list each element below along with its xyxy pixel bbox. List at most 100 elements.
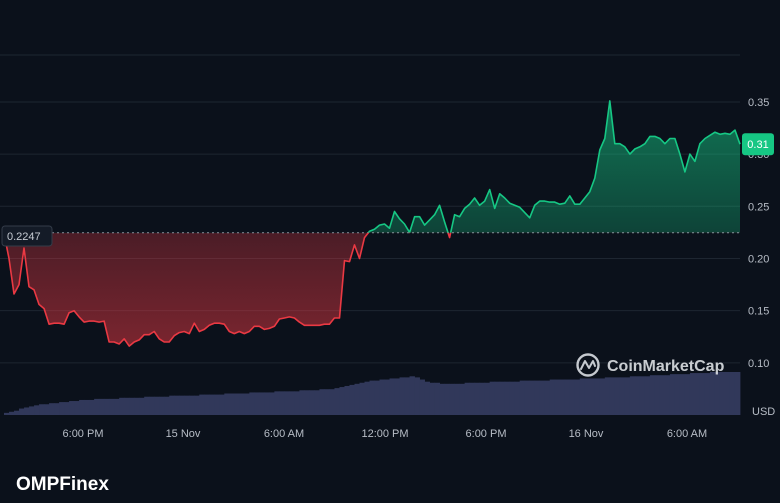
volume-bar <box>134 397 140 415</box>
volume-bar <box>379 379 385 415</box>
volume-bar <box>224 393 230 415</box>
volume-bar <box>409 376 415 415</box>
volume-bar <box>79 399 85 415</box>
x-tick-label: 6:00 PM <box>466 428 507 440</box>
volume-bar <box>359 382 365 415</box>
volume-bar <box>219 394 225 415</box>
volume-bar <box>669 374 676 415</box>
volume-bar <box>389 378 395 415</box>
volume-bar <box>114 398 120 415</box>
volume-bar <box>679 374 686 415</box>
volume-bar <box>719 372 726 415</box>
volume-bar <box>664 375 671 415</box>
volume-bar <box>34 405 40 415</box>
volume-bar <box>649 375 656 415</box>
volume-bar <box>229 393 235 415</box>
volume-bar <box>349 384 355 415</box>
volume-bar <box>289 391 295 415</box>
volume-bar <box>404 377 410 415</box>
price-line-down <box>3 232 452 347</box>
volume-bar <box>164 396 170 415</box>
volume-bar <box>394 378 400 415</box>
volume-bar <box>234 393 240 415</box>
volume-bar <box>259 392 265 415</box>
volume-bar <box>374 380 380 415</box>
volume-bar <box>499 381 506 415</box>
volume-bar <box>139 397 145 415</box>
volume-bar <box>214 394 220 415</box>
volume-bar <box>414 377 420 415</box>
volume-bar <box>119 397 125 415</box>
volume-bar <box>464 382 471 415</box>
volume-bar <box>279 391 285 415</box>
volume-bar <box>209 394 215 415</box>
volume-bar <box>364 381 370 415</box>
volume-bar <box>589 378 596 415</box>
volume-bar <box>69 401 75 415</box>
volume-bar <box>534 380 541 415</box>
volume-bar <box>169 395 175 415</box>
volume-bar <box>204 394 210 415</box>
volume-bar <box>509 381 516 415</box>
volume-bar <box>544 380 551 415</box>
volume-bar <box>609 377 616 415</box>
volume-bar <box>314 390 320 415</box>
volume-bar <box>154 396 160 415</box>
volume-bar <box>189 395 195 415</box>
volume-bar <box>84 399 90 415</box>
coinmarketcap-watermark: CoinMarketCap <box>576 353 725 377</box>
x-tick-label: 15 Nov <box>166 428 201 440</box>
volume-bar <box>99 398 105 415</box>
volume-bar <box>574 379 581 415</box>
volume-bar <box>624 377 631 415</box>
volume-bar <box>594 378 601 415</box>
volume-bar <box>9 411 15 415</box>
current-price-label: 0.31 <box>747 139 768 151</box>
volume-bar <box>614 377 621 415</box>
volume-bar <box>729 372 736 415</box>
volume-bar <box>519 380 526 415</box>
volume-bar <box>384 379 390 415</box>
volume-bar <box>694 373 701 415</box>
volume-bar <box>354 383 360 415</box>
x-axis: 6:00 PM 15 Nov 6:00 AM 12:00 PM 6:00 PM 16 No… <box>63 428 708 440</box>
volume-bar <box>564 379 571 415</box>
volume-bar <box>599 378 606 415</box>
volume-bar <box>469 382 476 415</box>
volume-bar <box>14 410 20 415</box>
volume-bar <box>724 372 731 415</box>
volume-bar <box>244 393 250 415</box>
volume-bar <box>324 389 330 415</box>
x-tick-label: 16 Nov <box>569 428 604 440</box>
volume-bar <box>184 395 190 415</box>
volume-bar <box>179 395 185 415</box>
volume-bars <box>4 372 741 415</box>
x-tick-label: 6:00 AM <box>667 428 707 440</box>
volume-bar <box>439 383 445 415</box>
volume-bar <box>274 391 280 415</box>
volume-bar <box>449 383 456 415</box>
volume-bar <box>659 375 666 415</box>
volume-bar <box>299 390 305 415</box>
volume-bar <box>239 393 245 415</box>
volume-bar <box>554 379 561 415</box>
x-tick-label: 6:00 AM <box>264 428 304 440</box>
y-tick-label: 0.25 <box>748 201 769 213</box>
volume-bar <box>109 398 115 415</box>
volume-bar <box>329 389 335 415</box>
baseline-tag: 0.2247 <box>1 225 53 247</box>
volume-bar <box>344 385 350 415</box>
volume-bar <box>529 380 536 415</box>
volume-bar <box>569 379 576 415</box>
y-tick-label: 0.35 <box>748 97 769 109</box>
volume-bar <box>689 373 696 415</box>
volume-bar <box>19 408 25 415</box>
volume-bar <box>29 406 35 415</box>
volume-bar <box>269 392 275 415</box>
volume-bar <box>674 374 681 415</box>
volume-bar <box>254 392 260 415</box>
volume-bar <box>559 379 566 415</box>
volume-bar <box>194 395 200 415</box>
volume-bar <box>524 380 531 415</box>
